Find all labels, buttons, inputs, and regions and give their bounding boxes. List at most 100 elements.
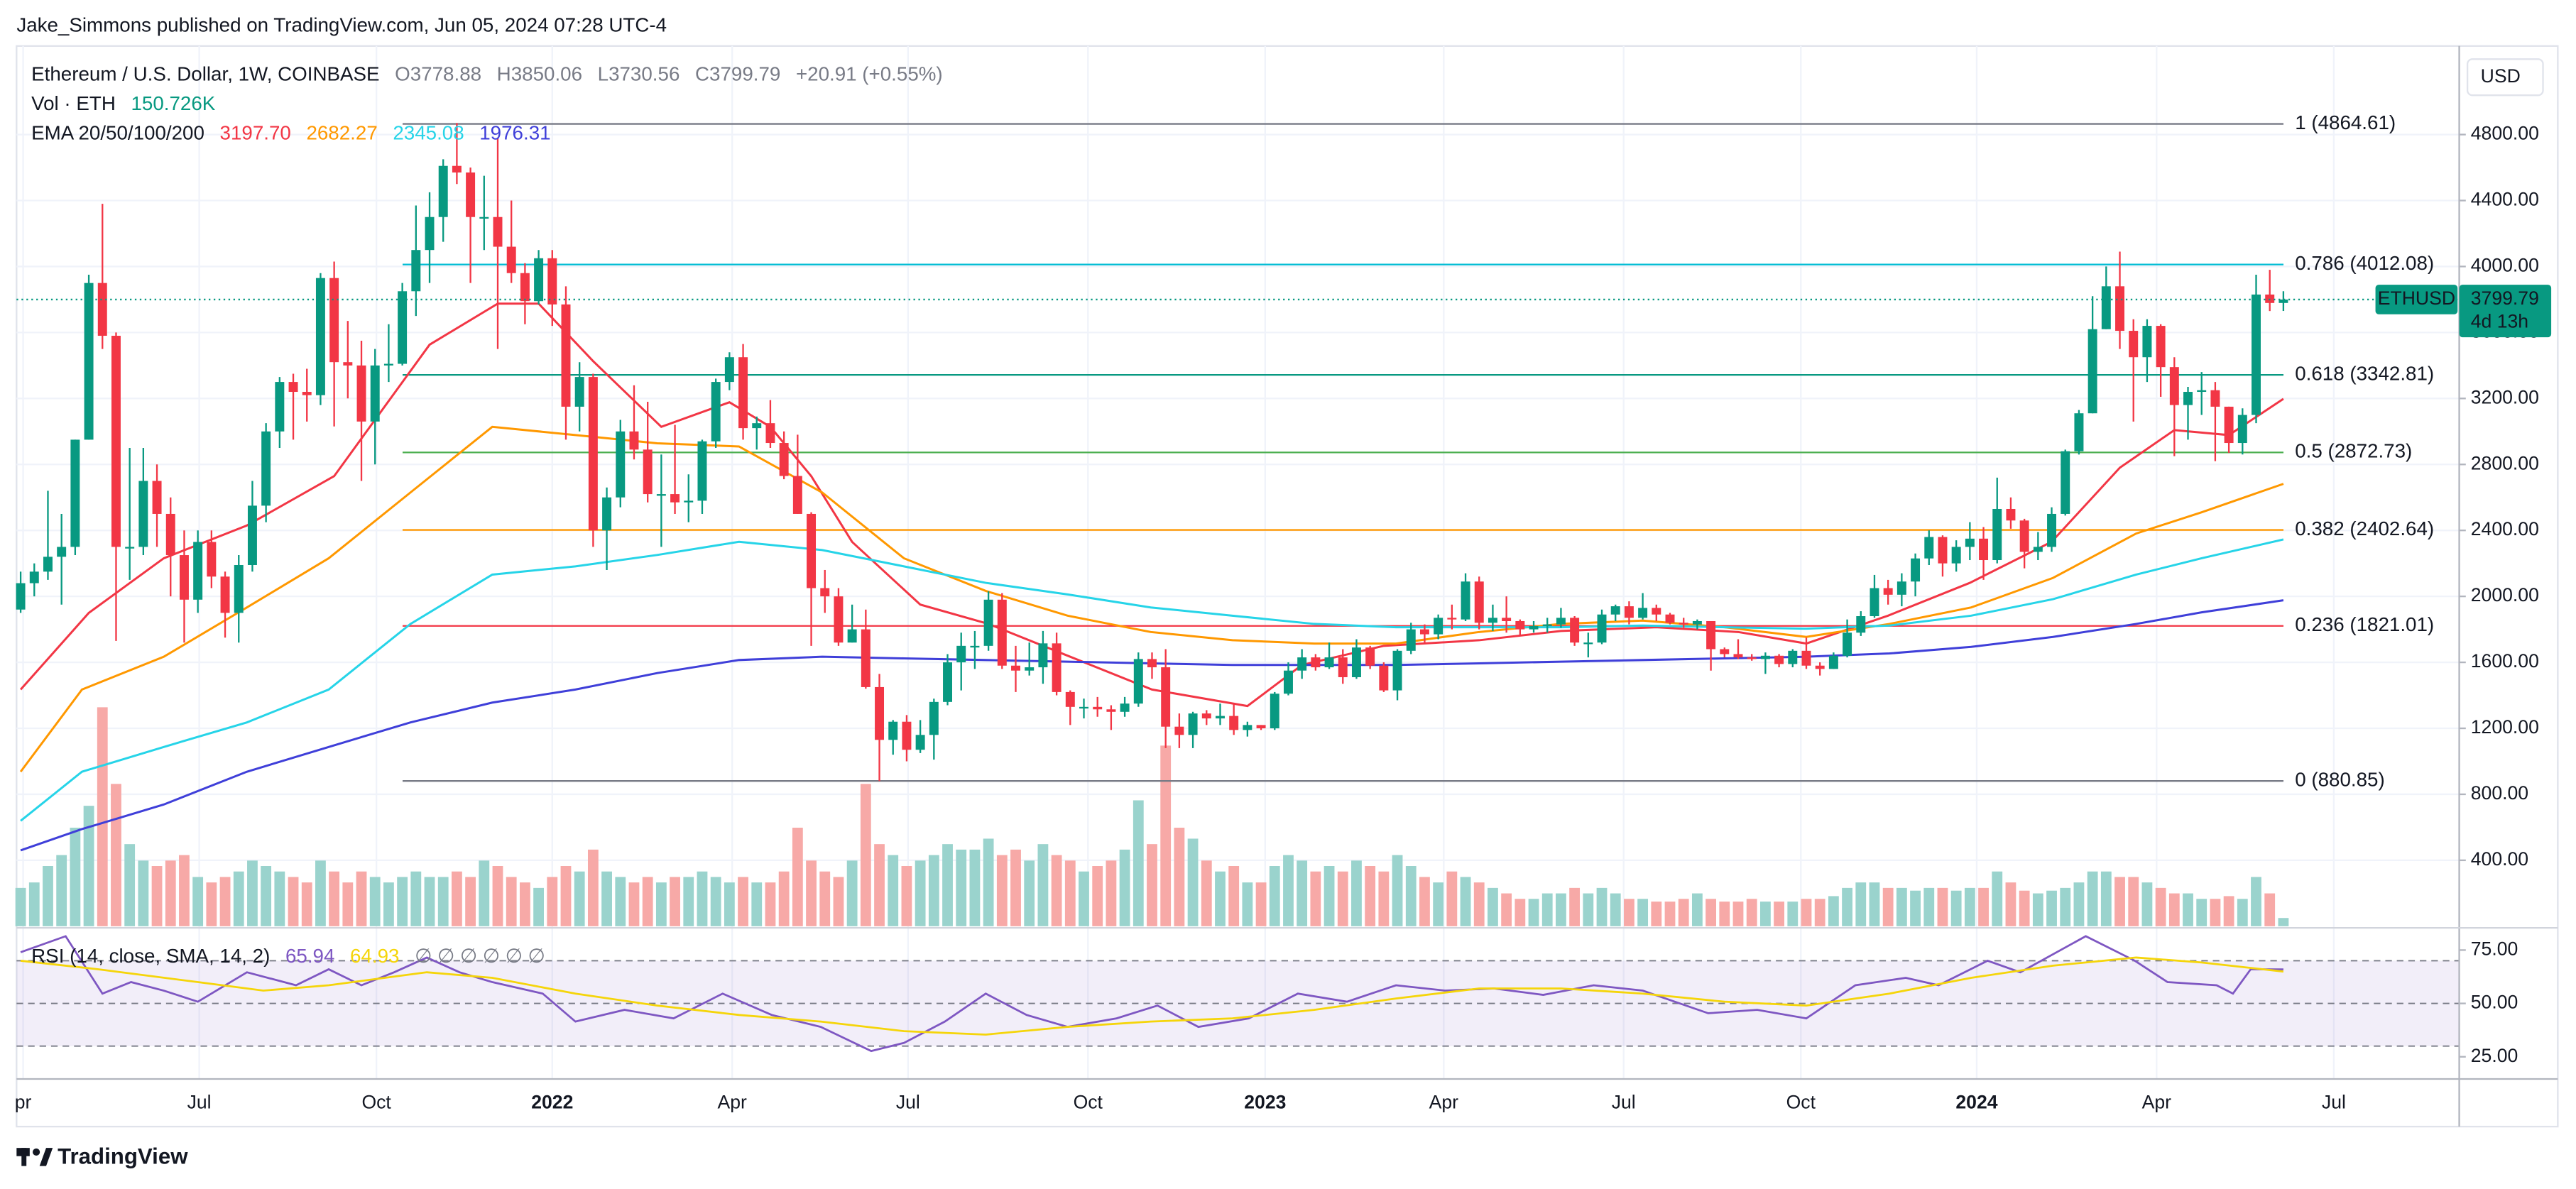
candle-body	[97, 283, 107, 336]
volume-bar	[1215, 871, 1226, 926]
candle-body	[943, 662, 953, 702]
x-tick-label: Jul	[187, 1092, 212, 1113]
currency[interactable]: USD	[2481, 65, 2521, 87]
candle-body	[711, 382, 721, 442]
x-tick-label: Oct	[1786, 1092, 1816, 1113]
candle-body	[1419, 629, 1429, 635]
ema-value: 1976.31	[479, 122, 550, 144]
volume-bar	[70, 828, 81, 926]
candle-body	[1161, 667, 1171, 727]
volume-bar	[2210, 899, 2221, 926]
x-tick-label: Oct	[1074, 1092, 1103, 1113]
footer-logo[interactable]: TradingView	[16, 1144, 188, 1168]
x-tick-label: Jul	[1612, 1092, 1636, 1113]
candle-body	[1174, 726, 1184, 735]
volume-bar	[1569, 887, 1581, 926]
footer-text[interactable]: TradingView	[58, 1144, 188, 1168]
volume-bar	[1855, 882, 1867, 926]
volume-value: 150.726K	[131, 92, 215, 114]
candle-body	[1652, 608, 1661, 615]
candle-body	[1692, 620, 1702, 625]
candle-body	[1392, 650, 1402, 691]
volume-bar	[1324, 866, 1335, 926]
candle-body	[1624, 606, 1634, 618]
volume-bar	[1583, 893, 1594, 926]
volume-bar	[792, 828, 803, 926]
candle-body	[2278, 299, 2288, 303]
volume-bar	[2060, 887, 2071, 926]
candle-body	[1406, 629, 1416, 651]
volume-bar	[2141, 882, 2153, 926]
volume-bar	[587, 849, 599, 926]
volume-bar	[628, 882, 640, 926]
volume-bar	[1896, 887, 1907, 926]
volume-bar	[1392, 855, 1403, 926]
candle-body	[1774, 655, 1784, 664]
candle-body	[561, 304, 571, 407]
candle-body	[2087, 329, 2097, 414]
ohlc-value: 3850.06	[511, 63, 582, 85]
volume-bar	[874, 844, 885, 926]
volume-bar	[43, 866, 53, 926]
volume-bar	[1610, 893, 1621, 926]
candle-body	[1529, 625, 1539, 630]
volume-bar	[465, 877, 476, 926]
candle-body	[493, 217, 503, 247]
candle-body	[1311, 657, 1321, 668]
volume-bar	[1460, 877, 1471, 926]
candle-body	[111, 336, 121, 547]
ema-value: 2345.08	[393, 122, 464, 144]
candle-body	[1297, 657, 1307, 671]
candle-body	[902, 721, 912, 750]
volume-bar	[1283, 855, 1294, 926]
candle-body	[629, 431, 639, 450]
volume-bar	[2005, 882, 2016, 926]
candle-body	[356, 365, 366, 422]
candle-body	[1965, 538, 1975, 547]
y-tick-label: 400.00	[2471, 848, 2528, 870]
volume-bar	[2019, 890, 2030, 926]
volume-bar	[1501, 893, 1512, 926]
legend-line: Ethereum / U.S. Dollar, 1W, COINBASE O37…	[31, 63, 943, 85]
volume-bar	[165, 860, 176, 926]
candle-body	[1216, 716, 1225, 719]
volume-bar	[710, 877, 721, 926]
currency-box[interactable]	[2466, 58, 2544, 97]
volume-bar	[28, 882, 40, 926]
candle-body	[138, 481, 148, 547]
candle-body	[1434, 618, 1443, 635]
candle-body	[1992, 508, 2002, 561]
candle-body	[956, 645, 966, 663]
candle-body	[929, 701, 939, 735]
volume-bar	[2264, 893, 2276, 926]
candle-body	[220, 576, 230, 613]
candle-body	[1556, 618, 1566, 625]
candle-body	[165, 513, 175, 556]
rsi-value: 64.93	[350, 945, 399, 967]
rsi-y-tick-label: 25.00	[2471, 1045, 2518, 1066]
volume-layer	[15, 707, 2289, 926]
volume-bar	[437, 877, 449, 926]
ema-line	[19, 425, 2284, 773]
candle-body	[1815, 665, 1825, 669]
volume-bar	[219, 877, 231, 926]
volume-bar	[2046, 890, 2057, 926]
volume-bar	[342, 882, 354, 926]
volume-bar	[2251, 877, 2261, 926]
volume-bar	[1106, 860, 1117, 926]
volume-bar	[983, 838, 994, 926]
volume-bar	[1746, 899, 1757, 926]
candle-body	[125, 547, 135, 549]
candle-body	[2047, 513, 2057, 547]
candle-body	[411, 250, 421, 292]
candle-body	[807, 513, 817, 588]
candle-body	[1856, 616, 1866, 633]
candle-body	[1896, 581, 1906, 595]
candle-body	[438, 165, 448, 217]
volume-bar	[124, 844, 136, 926]
candle-body	[1911, 558, 1921, 582]
volume-bar	[1405, 866, 1417, 926]
candle-body	[602, 497, 612, 531]
volume-bar	[2168, 893, 2180, 926]
candle-body	[834, 596, 844, 643]
